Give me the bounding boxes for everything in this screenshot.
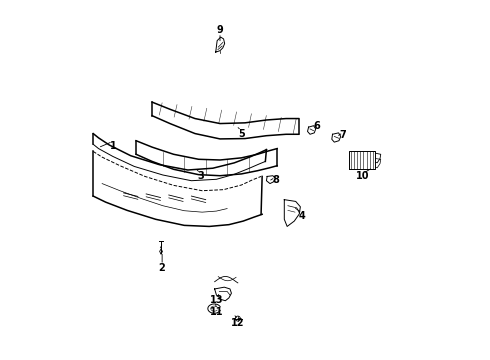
Text: 7: 7 [340, 130, 346, 140]
Text: 12: 12 [231, 318, 245, 328]
Text: 13: 13 [210, 295, 223, 305]
Text: 4: 4 [299, 211, 306, 221]
Text: 10: 10 [356, 171, 369, 181]
Text: 1: 1 [109, 141, 116, 151]
Text: 2: 2 [159, 262, 166, 273]
Text: 11: 11 [210, 307, 223, 317]
Text: 9: 9 [217, 25, 223, 35]
Text: 5: 5 [238, 129, 245, 139]
Text: 6: 6 [313, 121, 320, 131]
Text: 3: 3 [197, 171, 204, 181]
Text: 8: 8 [272, 175, 279, 185]
